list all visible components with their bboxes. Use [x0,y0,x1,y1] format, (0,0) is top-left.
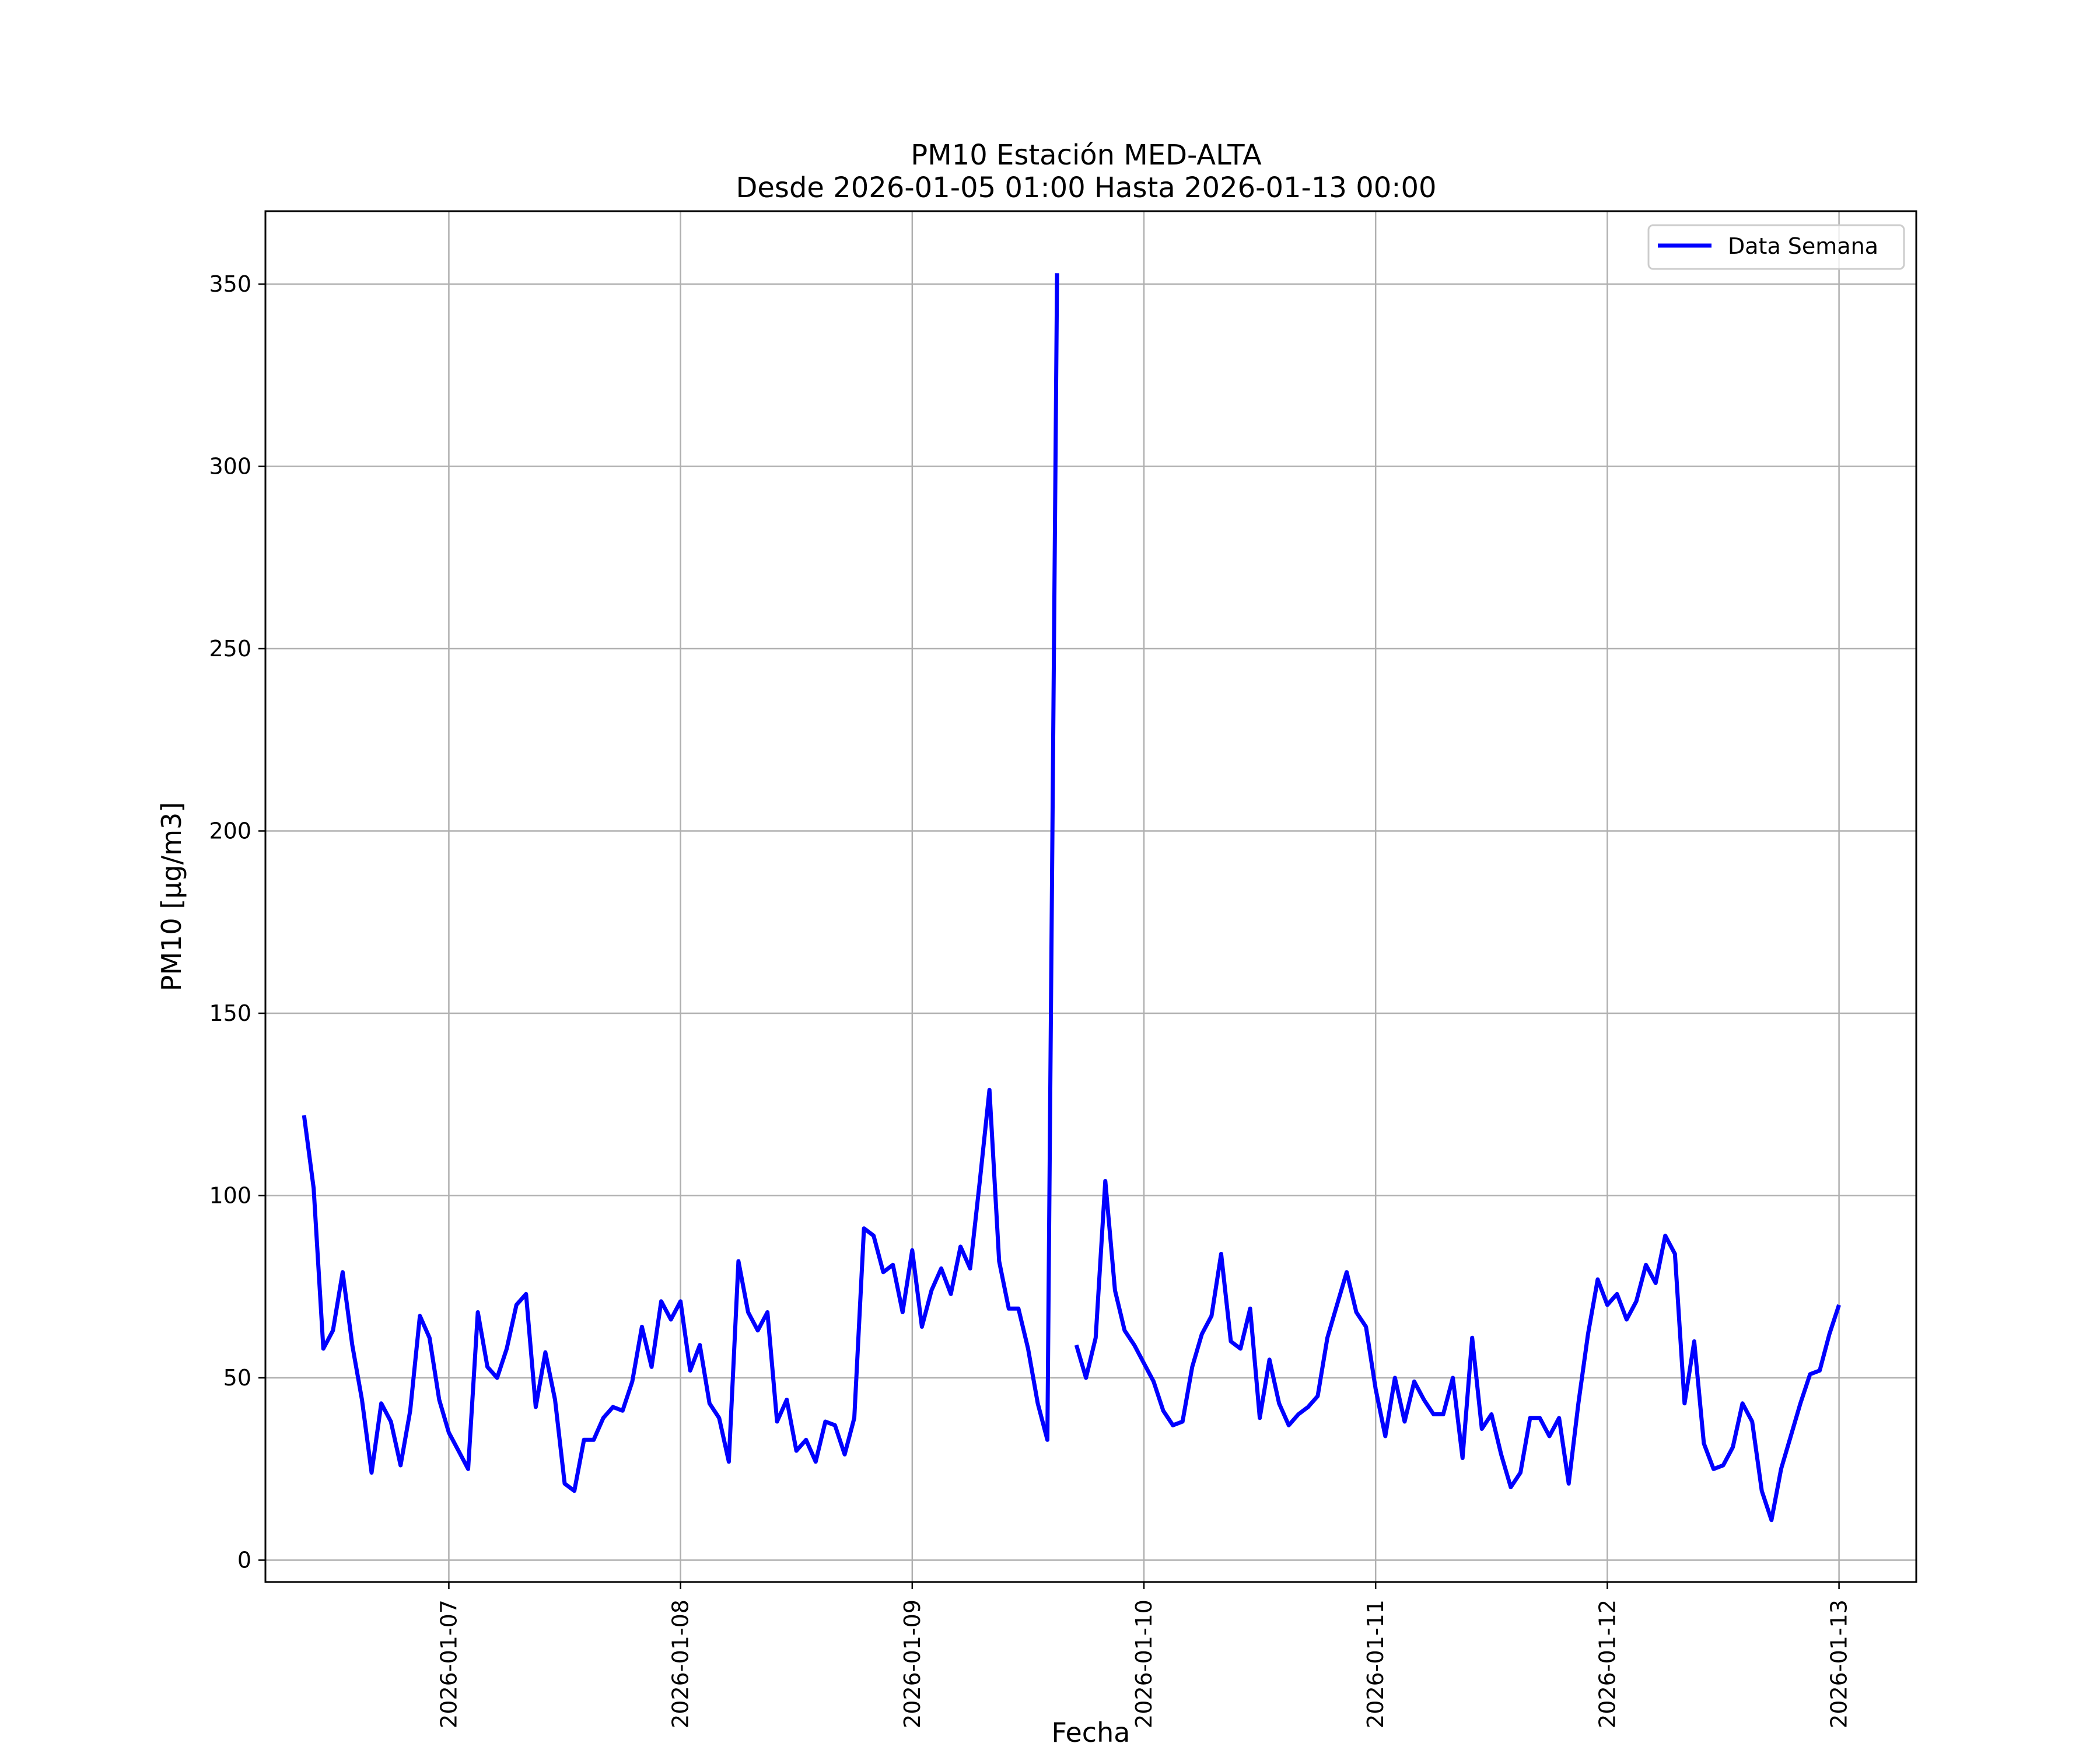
y-tick-label-0: 0 [237,1548,251,1573]
x-tick-label-1: 2026-01-08 [668,1600,694,1728]
legend-box [1647,224,1905,270]
y-tick-label-2: 100 [209,1183,251,1209]
y-tick-label-3: 150 [209,1000,251,1026]
series-0-line-segment-1 [1074,1179,1841,1522]
x-tick-label-4: 2026-01-11 [1363,1600,1388,1728]
x-axis-label: Fecha [1052,1717,1130,1748]
x-tick-label-3: 2026-01-10 [1131,1600,1157,1728]
data-series-lines [302,273,1841,1522]
y-tick-label-1: 50 [223,1365,251,1391]
legend: Data Semana [1647,224,1905,270]
y-axis-label: PM10 [μg/m3] [156,802,187,992]
y-tick-label-4: 200 [209,818,251,844]
y-tick-label-7: 350 [209,271,251,297]
series-0-line-segment-0 [302,273,1059,1493]
legend-entry-label: Data Semana [1728,233,1878,259]
plot-frame [264,210,1917,1583]
x-tick-label-6: 2026-01-13 [1826,1600,1852,1728]
x-tick-label-2: 2026-01-09 [900,1600,925,1728]
gridlines [265,211,1916,1582]
y-tick-label-6: 300 [209,454,251,480]
chart-title: PM10 Estación MED-ALTA [911,139,1262,172]
y-tick-label-5: 250 [209,636,251,662]
x-tick-label-5: 2026-01-12 [1594,1600,1620,1728]
chart-subtitle: Desde 2026-01-05 01:00 Hasta 2026-01-13 … [736,172,1436,204]
x-tick-label-0: 2026-01-07 [436,1600,461,1728]
axis-ticks: 0 50 100 150 200 250 300 350 2026-01-07 2026-01-0… [209,271,1852,1728]
